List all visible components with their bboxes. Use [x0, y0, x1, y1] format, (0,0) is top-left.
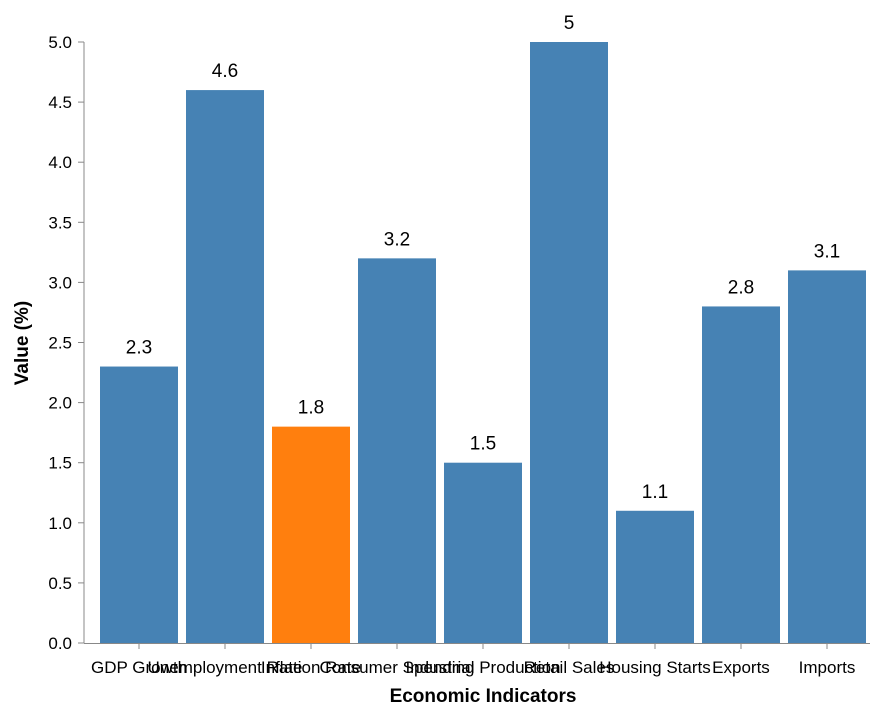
x-tick-label-imports: Imports	[799, 658, 856, 677]
bar-housing-starts	[616, 510, 694, 643]
data-labels-group: 2.3 4.6 1.8 3.2 1.5 5 1.1 2.8 3.1	[126, 13, 840, 503]
y-tick-label: 3.0	[48, 273, 72, 292]
y-tick-label: 3.5	[48, 213, 72, 232]
x-tick-label-retail-sales: Retail Sales	[524, 658, 615, 677]
y-tick-label: 0.0	[48, 634, 72, 653]
y-axis: 0.0 0.5 1.0 1.5 2.0 2.5 3.0 3.5 4.0 4.5 5.0	[48, 33, 85, 653]
data-label-exports: 2.8	[728, 277, 754, 298]
data-label-housing-starts: 1.1	[642, 482, 668, 503]
data-label-imports: 3.1	[814, 241, 840, 262]
bar-retail-sales	[530, 42, 608, 643]
data-label-inflation-rate: 1.8	[298, 398, 324, 419]
bar-imports	[788, 270, 866, 643]
y-axis-title: Value (%)	[12, 301, 33, 385]
y-tick-label: 4.5	[48, 93, 72, 112]
bar-consumer-spending	[358, 258, 436, 643]
y-tick-label: 2.0	[48, 394, 72, 413]
x-tick-label-consumer-spending: Consumer Spending	[320, 658, 475, 677]
x-axis-title: Economic Indicators	[390, 686, 577, 707]
x-tick-label-industrial-production: Industrial Production	[406, 658, 561, 677]
data-label-gdp-growth: 2.3	[126, 338, 152, 359]
bar-industrial-production	[444, 462, 522, 643]
data-label-consumer-spending: 3.2	[384, 229, 410, 250]
y-tick-label: 0.5	[48, 574, 72, 593]
bar-unemployment-rate	[186, 90, 264, 643]
bars-group	[100, 42, 866, 643]
data-label-industrial-production: 1.5	[470, 434, 496, 455]
bar-gdp-growth	[100, 366, 178, 643]
y-tick-label: 2.5	[48, 334, 72, 353]
x-tick-label-housing-starts: Housing Starts	[599, 658, 711, 677]
data-label-unemployment-rate: 4.6	[212, 61, 238, 82]
x-tick-label-inflation-rate: Inflation Rate	[261, 658, 361, 677]
y-tick-label: 4.0	[48, 153, 72, 172]
x-tick-label-gdp-growth: GDP Growth	[91, 658, 187, 677]
data-label-retail-sales: 5	[564, 13, 575, 34]
x-tick-label-unemployment-rate: Unemployment Rate	[148, 658, 303, 677]
y-tick-label: 1.0	[48, 514, 72, 533]
y-tick-label: 5.0	[48, 33, 72, 52]
bar-exports	[702, 306, 780, 643]
bar-inflation-rate	[272, 426, 350, 643]
y-tick-label: 1.5	[48, 454, 72, 473]
x-tick-label-exports: Exports	[712, 658, 770, 677]
